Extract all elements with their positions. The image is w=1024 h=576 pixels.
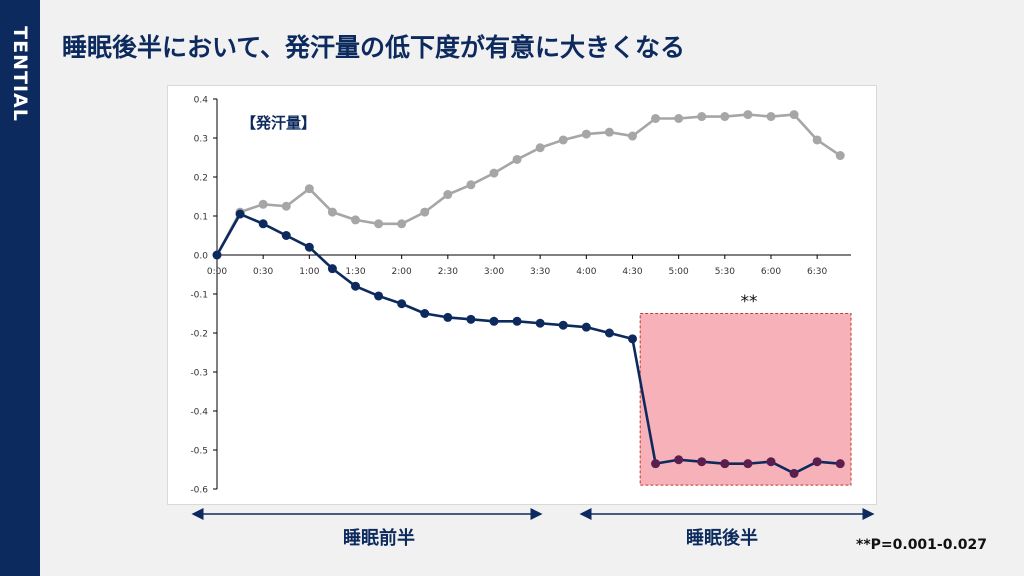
series-gray-point bbox=[374, 219, 384, 229]
series-navy-point bbox=[743, 459, 753, 469]
series-navy-point bbox=[304, 242, 314, 252]
x-tick-label: 5:30 bbox=[715, 267, 735, 277]
series-navy-point bbox=[466, 314, 476, 324]
series-navy-point bbox=[443, 312, 453, 322]
x-tick-label: 1:30 bbox=[345, 267, 365, 277]
series-navy-point bbox=[350, 281, 360, 291]
sweat-line-chart: 0.4 0.3 0.2 0.1 0.0 -0.1 -0.2 -0.3 -0.4 -0.5 -0.6 0… bbox=[190, 96, 852, 496]
series-gray-point bbox=[350, 215, 360, 225]
y-tick-label: -0.4 bbox=[190, 408, 208, 418]
x-tick-label: 3:30 bbox=[530, 267, 550, 277]
chart-panel: 0.4 0.3 0.2 0.1 0.0 -0.1 -0.2 -0.3 -0.4 -0.5 -0.6 0… bbox=[167, 85, 877, 505]
series-navy-point bbox=[535, 318, 545, 328]
y-tick-label: -0.6 bbox=[190, 486, 208, 496]
y-tick-label: 0.1 bbox=[194, 213, 208, 223]
x-tick-label: 6:00 bbox=[761, 267, 781, 277]
series-navy-point bbox=[281, 231, 291, 240]
chart-title: 【発汗量】 bbox=[241, 114, 316, 132]
y-tick-label: -0.5 bbox=[190, 447, 208, 457]
y-tick-label: -0.3 bbox=[190, 369, 208, 379]
series-gray-point bbox=[697, 112, 707, 122]
x-tick-label: 5:00 bbox=[669, 267, 689, 277]
series-gray-point bbox=[420, 207, 430, 217]
significance-highlight bbox=[639, 313, 852, 486]
series-gray-point bbox=[651, 114, 661, 123]
x-tick-label: 2:00 bbox=[392, 267, 412, 277]
series-navy-point bbox=[258, 219, 268, 229]
series-gray-point bbox=[512, 154, 522, 164]
series-gray-point bbox=[743, 110, 753, 120]
first-half-label: 睡眠前半 bbox=[343, 528, 415, 549]
series-navy-point bbox=[835, 459, 845, 469]
series-gray-point bbox=[281, 201, 291, 211]
x-tick-label: 3:00 bbox=[484, 267, 504, 277]
y-tick-label: 0.0 bbox=[194, 252, 209, 262]
series-gray-point bbox=[627, 131, 637, 141]
p-value-note: **P=0.001-0.027 bbox=[856, 537, 988, 553]
series-navy-point bbox=[627, 334, 637, 344]
series-gray-point bbox=[466, 180, 476, 190]
series-gray-point bbox=[720, 112, 730, 122]
y-tick-label: 0.3 bbox=[194, 135, 208, 145]
y-tick-label: -0.1 bbox=[190, 291, 208, 301]
significance-marker: ** bbox=[741, 292, 758, 312]
x-tick-label: 0:00 bbox=[207, 267, 227, 277]
series-gray-point bbox=[535, 143, 545, 153]
series-navy-point bbox=[397, 299, 407, 309]
series-navy-point bbox=[212, 250, 222, 260]
series-gray-point bbox=[604, 127, 614, 137]
series-navy-point bbox=[766, 457, 776, 467]
series-navy-point bbox=[789, 468, 799, 478]
page-title: 睡眠後半において、発汗量の低下度が有意に大きくなる bbox=[62, 33, 686, 62]
sidebar-band: TENTIAL bbox=[0, 0, 40, 576]
series-gray-point bbox=[789, 110, 799, 120]
series-navy-point bbox=[489, 316, 499, 326]
x-tick-label: 0:30 bbox=[253, 267, 273, 277]
y-tick-label: 0.2 bbox=[194, 174, 208, 184]
series-gray-point bbox=[443, 190, 453, 200]
series-gray-point bbox=[397, 219, 407, 229]
series-navy-point bbox=[235, 209, 245, 219]
series-navy-point bbox=[374, 291, 384, 301]
series-gray-point bbox=[581, 129, 591, 139]
series-navy-point bbox=[720, 459, 730, 469]
series-gray-point bbox=[304, 184, 314, 194]
second-half-label: 睡眠後半 bbox=[686, 528, 758, 549]
series-gray-point bbox=[558, 135, 568, 145]
y-tick-label: 0.4 bbox=[194, 96, 209, 106]
x-tick-label: 2:30 bbox=[438, 267, 458, 277]
y-tick-label: -0.2 bbox=[190, 330, 208, 340]
series-navy-point bbox=[651, 459, 661, 469]
series-navy-point bbox=[558, 320, 568, 330]
series-navy-point bbox=[812, 457, 822, 467]
series-navy-point bbox=[420, 309, 430, 318]
series-navy-point bbox=[674, 455, 684, 465]
series-gray-point bbox=[258, 199, 268, 209]
x-tick-label: 4:30 bbox=[622, 267, 642, 277]
series-gray-point bbox=[674, 114, 684, 123]
series-navy-line bbox=[215, 212, 841, 475]
series-gray-point bbox=[812, 135, 822, 145]
x-tick-label: 4:00 bbox=[576, 267, 596, 277]
series-navy-point bbox=[512, 316, 522, 326]
series-navy-point bbox=[581, 322, 591, 332]
x-tick-label: 1:00 bbox=[299, 267, 319, 277]
series-gray-line bbox=[215, 113, 841, 256]
x-tick-label: 6:30 bbox=[807, 267, 827, 277]
series-navy-point bbox=[697, 457, 707, 467]
brand-logo-text: TENTIAL bbox=[9, 26, 31, 122]
series-gray-point bbox=[835, 151, 845, 161]
series-gray-point bbox=[489, 168, 499, 178]
series-navy-point bbox=[327, 264, 337, 274]
series-navy-point bbox=[604, 328, 614, 338]
series-gray-point bbox=[327, 207, 337, 217]
series-gray-point bbox=[766, 112, 776, 122]
